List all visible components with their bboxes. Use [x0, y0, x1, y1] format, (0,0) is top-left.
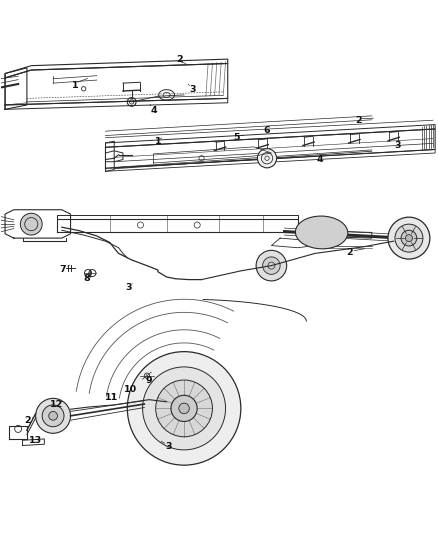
Circle shape	[401, 230, 417, 246]
Ellipse shape	[295, 216, 348, 249]
Text: 9: 9	[146, 376, 152, 385]
Text: 7: 7	[60, 265, 67, 274]
Text: 13: 13	[28, 436, 42, 445]
Circle shape	[143, 367, 226, 450]
Circle shape	[395, 224, 423, 252]
Text: 4: 4	[316, 155, 323, 164]
Circle shape	[171, 395, 197, 422]
Circle shape	[49, 411, 57, 420]
Text: 3: 3	[126, 284, 132, 293]
Circle shape	[127, 352, 241, 465]
Circle shape	[256, 251, 287, 281]
Text: 3: 3	[395, 141, 401, 150]
Circle shape	[42, 405, 64, 427]
Text: 2: 2	[25, 416, 31, 425]
Circle shape	[179, 403, 189, 414]
Text: 11: 11	[105, 393, 118, 402]
Text: 10: 10	[124, 385, 138, 394]
Circle shape	[20, 213, 42, 235]
Text: 2: 2	[355, 116, 362, 125]
Circle shape	[258, 149, 277, 168]
Text: 2: 2	[346, 248, 353, 257]
Circle shape	[406, 235, 413, 241]
Text: 12: 12	[50, 400, 63, 408]
Circle shape	[155, 380, 212, 437]
Text: 5: 5	[233, 133, 240, 142]
Text: 3: 3	[190, 85, 196, 94]
Text: 6: 6	[264, 126, 270, 135]
Text: 2: 2	[177, 54, 183, 63]
Text: 1: 1	[71, 81, 78, 90]
Text: 8: 8	[83, 274, 90, 283]
Circle shape	[35, 398, 71, 433]
Text: 3: 3	[165, 442, 172, 451]
Text: 1: 1	[155, 136, 161, 146]
Circle shape	[388, 217, 430, 259]
Circle shape	[263, 257, 280, 274]
Text: 4: 4	[150, 106, 157, 115]
